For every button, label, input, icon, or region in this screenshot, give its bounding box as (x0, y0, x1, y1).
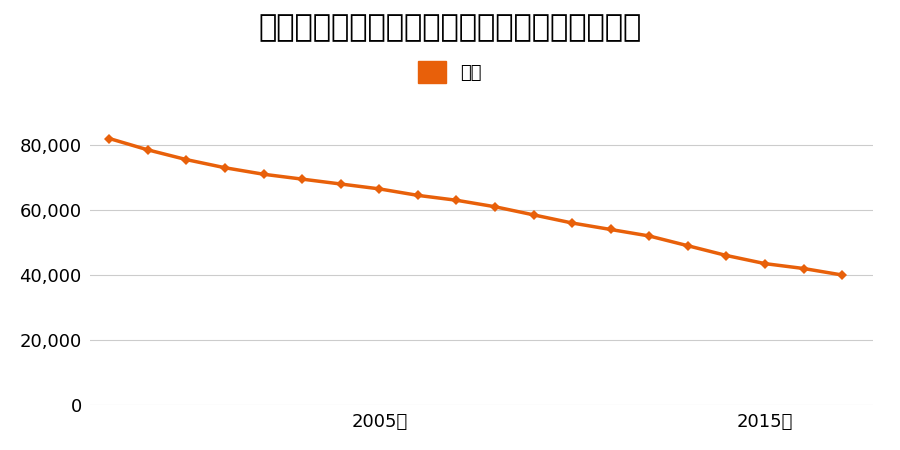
Text: 宮崎県日南市中央通１丁目６番１０の地価推移: 宮崎県日南市中央通１丁目６番１０の地価推移 (258, 14, 642, 42)
Legend: 価格: 価格 (411, 54, 489, 90)
